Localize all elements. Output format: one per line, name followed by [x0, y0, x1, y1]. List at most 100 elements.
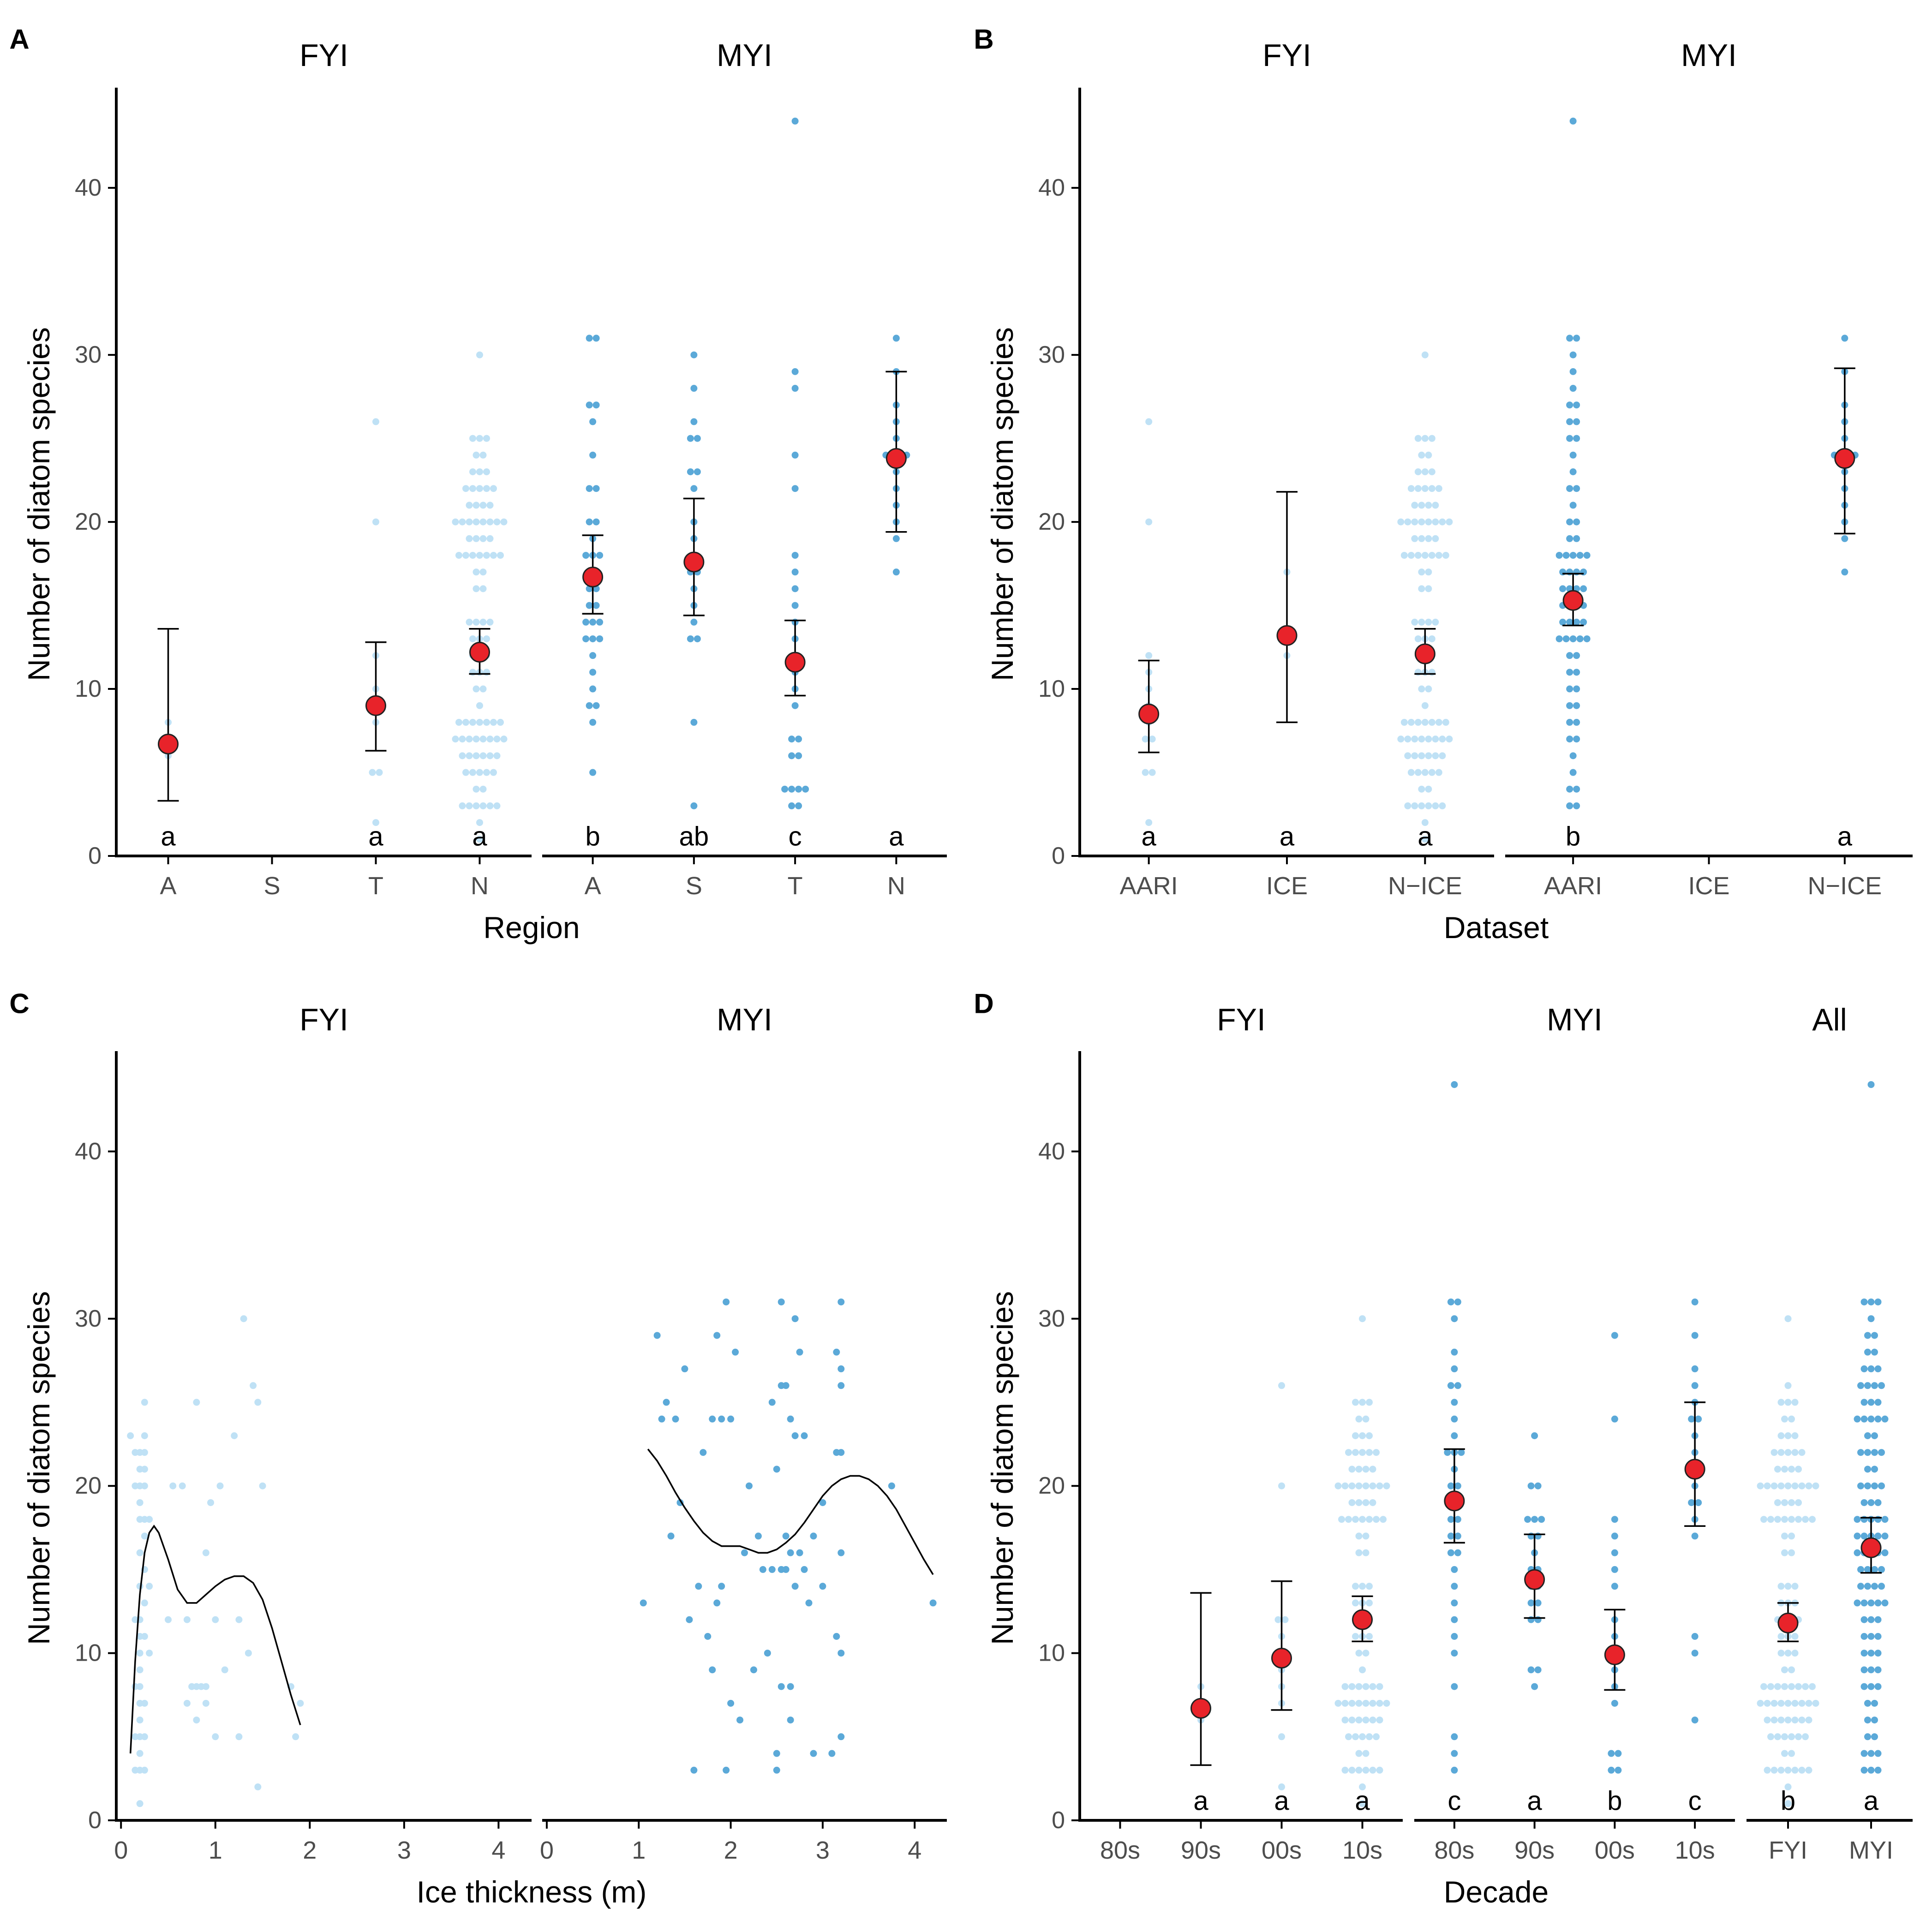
data-point	[466, 752, 473, 760]
data-point	[1573, 802, 1580, 809]
data-point	[694, 468, 701, 475]
data-point	[1569, 351, 1577, 359]
data-point	[179, 1482, 186, 1489]
facet-strip-title: FYI	[1217, 1002, 1266, 1037]
data-point	[1421, 718, 1429, 726]
data-point	[1442, 718, 1449, 726]
data-point	[1458, 1449, 1465, 1456]
data-point	[1418, 685, 1425, 693]
data-point	[1795, 1499, 1802, 1506]
data-point	[1454, 1516, 1461, 1523]
data-point	[1871, 1733, 1878, 1741]
data-point	[1439, 736, 1446, 743]
data-point	[1569, 451, 1577, 459]
data-point	[1611, 1532, 1618, 1540]
data-point	[1871, 1465, 1878, 1473]
data-point	[479, 502, 487, 509]
data-point	[1566, 785, 1573, 793]
data-point	[1573, 435, 1580, 442]
data-point	[1338, 1516, 1345, 1523]
data-point	[479, 785, 487, 793]
data-point	[1555, 551, 1563, 559]
data-point	[1341, 1699, 1349, 1707]
data-point	[1432, 802, 1439, 809]
data-point	[1418, 451, 1425, 459]
data-point	[376, 769, 383, 776]
data-point	[589, 418, 597, 425]
data-point	[1362, 1499, 1370, 1506]
data-point	[1562, 551, 1570, 559]
data-point	[1425, 752, 1432, 760]
data-point	[754, 1532, 762, 1540]
data-point	[1608, 1750, 1615, 1757]
data-point	[1784, 1583, 1792, 1590]
data-point	[486, 618, 494, 626]
data-point	[1784, 1482, 1792, 1489]
data-point	[1569, 769, 1577, 776]
data-point	[1864, 1432, 1871, 1439]
data-point	[810, 1750, 817, 1757]
data-point	[1691, 1633, 1699, 1640]
data-point	[466, 518, 473, 526]
data-point	[473, 618, 480, 626]
data-point	[483, 485, 490, 492]
y-tick-label: 20	[75, 508, 102, 535]
data-point	[596, 635, 604, 642]
data-point	[462, 769, 469, 776]
data-point	[1421, 702, 1429, 709]
data-point	[479, 802, 487, 809]
data-point	[787, 1549, 794, 1556]
panel-d: D 0 10 20 30 40 Number of diatom species Decade…	[974, 988, 1913, 1909]
data-point	[1871, 1432, 1878, 1439]
data-point	[1432, 736, 1439, 743]
data-point	[1871, 1583, 1878, 1590]
data-point	[1781, 1499, 1788, 1506]
smooth-fit-line	[129, 1525, 301, 1754]
data-point	[1359, 1666, 1366, 1674]
data-point	[1397, 518, 1405, 526]
data-point	[1362, 1717, 1370, 1724]
data-point	[1573, 335, 1580, 342]
data-point	[1798, 1766, 1806, 1774]
data-point	[1860, 1532, 1868, 1540]
data-point	[1428, 635, 1436, 642]
data-point	[212, 1733, 219, 1741]
data-point	[1348, 1499, 1356, 1506]
x-tick-label: S	[263, 872, 280, 900]
data-point	[1781, 1549, 1788, 1556]
data-point	[1348, 1699, 1356, 1707]
data-point	[486, 736, 494, 743]
data-point	[1860, 1298, 1868, 1306]
data-point	[1864, 1733, 1871, 1741]
data-point	[473, 585, 480, 592]
data-point	[1451, 1348, 1458, 1356]
data-point	[723, 1766, 730, 1774]
data-point	[136, 1683, 144, 1690]
data-point	[1860, 1415, 1868, 1423]
data-point	[586, 602, 593, 609]
data-point	[462, 485, 469, 492]
x-tick-label: N−ICE	[1808, 872, 1882, 900]
data-point	[892, 335, 900, 342]
data-point	[1777, 1766, 1785, 1774]
data-point	[1771, 1699, 1778, 1707]
data-point	[1345, 1733, 1352, 1741]
mean-marker	[683, 551, 705, 573]
data-point	[1771, 1717, 1778, 1724]
data-point	[690, 418, 698, 425]
data-point	[1791, 1449, 1799, 1456]
data-point	[1569, 117, 1577, 125]
data-point	[141, 1482, 148, 1489]
data-point	[1788, 1499, 1795, 1506]
x-axis-title: Ice thickness (m)	[417, 1875, 647, 1909]
data-point	[462, 718, 469, 726]
data-point	[1362, 1683, 1370, 1690]
data-point	[782, 1566, 790, 1573]
data-point	[1341, 1766, 1349, 1774]
data-point	[1795, 1733, 1802, 1741]
data-point	[372, 418, 379, 425]
data-point	[1688, 1415, 1695, 1423]
data-point	[1569, 385, 1577, 392]
data-point	[1857, 1566, 1864, 1573]
significance-letter: b	[1781, 1786, 1795, 1816]
